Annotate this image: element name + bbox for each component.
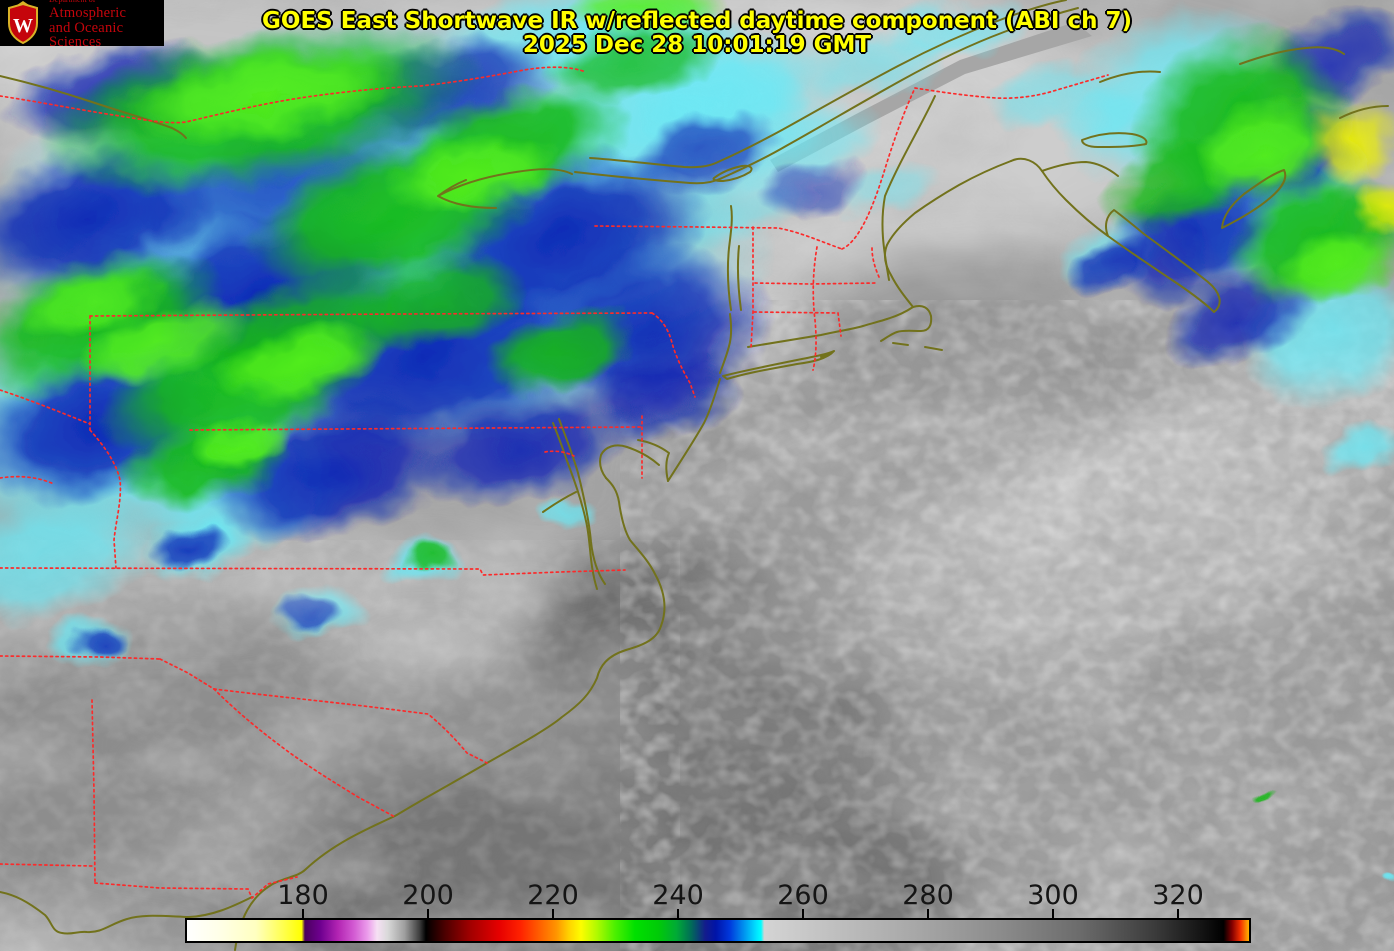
colorbar-tick — [427, 909, 429, 918]
border-wv-oh — [0, 389, 122, 569]
colorbar-tick-label: 320 — [1152, 880, 1204, 911]
border-us-canada — [594, 74, 1109, 250]
border-nc-tn — [0, 655, 215, 690]
colorbar-tick — [302, 909, 304, 918]
colorbar-tick-label: 300 — [1027, 880, 1079, 911]
saint-john-river — [881, 95, 936, 281]
montreal-island — [712, 164, 753, 182]
colorbar-tick-label: 200 — [402, 880, 454, 911]
uw-ssec-logo: W Department of Atmospheric and Oceanic … — [0, 0, 164, 50]
border-ny-east — [750, 226, 754, 349]
title-line-2: 2025 Dec 28 10:01:19 GMT — [522, 32, 872, 58]
prince-edward-island — [1081, 132, 1148, 148]
border-nj — [651, 312, 696, 398]
border-al-fl — [0, 863, 93, 867]
border-sc-ga — [213, 688, 396, 818]
nova-scotia — [1105, 209, 1221, 313]
st-lawrence-north-shore — [589, 0, 1067, 169]
colorbar-gradient-bar — [185, 918, 1251, 943]
border-vt-nh — [812, 246, 818, 371]
colorbar-tick — [677, 909, 679, 918]
colorbar-tick-label: 260 — [777, 880, 829, 911]
title-line-1: GOES East Shortwave IR w/reflected dayti… — [262, 8, 1132, 34]
st-lawrence-south-shore — [574, 7, 1079, 185]
cape-cod — [880, 305, 933, 342]
border-ma-ri-ct — [753, 282, 877, 337]
bay-of-fundy — [1041, 170, 1109, 237]
border-ny-pa — [89, 312, 653, 317]
chesapeake-west-shore — [552, 422, 598, 590]
st-lawrence-water — [770, 22, 1092, 172]
colorbar-tick — [927, 909, 929, 918]
border-nh-me — [871, 247, 880, 278]
chesapeake-east-shore — [558, 418, 606, 585]
new-jersey-coast — [667, 378, 721, 482]
cold-cloud-mass — [0, 0, 1394, 884]
lake-champlain — [726, 205, 742, 311]
colorbar-tick-label: 280 — [902, 880, 954, 911]
new-england-coast — [883, 160, 1012, 308]
image-title: GOES East Shortwave IR w/reflected dayti… — [0, 9, 1394, 57]
southeast-coast — [234, 477, 666, 951]
colorbar-tick-label: 220 — [527, 880, 579, 911]
colorbar-tick-label: 240 — [652, 880, 704, 911]
cape-breton — [1221, 169, 1287, 229]
logo-dept-name-line2: and Oceanic Sciences — [49, 19, 124, 51]
colorbar-tick — [1177, 909, 1179, 918]
gulf-st-lawrence-shores — [1099, 46, 1389, 119]
logo-dept-prefix: Department of — [49, 0, 164, 4]
border-va-nc — [0, 567, 626, 576]
long-island — [722, 350, 835, 380]
colorbar-tick — [552, 909, 554, 918]
connecticut-coast — [747, 318, 888, 348]
maine-nb-coast — [1010, 157, 1119, 177]
gulf-coast — [0, 891, 253, 935]
border-md-va — [544, 450, 575, 457]
delaware-bay — [637, 439, 670, 482]
border-ga-al-fl — [91, 699, 298, 900]
state-border-overlay — [0, 66, 1109, 900]
potomac-river — [542, 491, 577, 513]
ocean-speckle-dark — [620, 300, 1394, 951]
lake-ontario-shore — [437, 168, 573, 209]
colorbar-tick-label: 180 — [277, 880, 329, 911]
hudson-river — [719, 313, 733, 374]
uw-crest-icon: W — [8, 1, 38, 45]
border-great-lakes — [0, 66, 587, 124]
border-pa-md-de — [89, 315, 643, 479]
logo-dept-name-line1: Atmospheric — [49, 5, 127, 22]
colorbar-tick — [1052, 909, 1054, 918]
crest-letter: W — [13, 15, 33, 37]
border-nc-sc — [213, 688, 488, 764]
colorbar-tick — [802, 909, 804, 918]
islands — [892, 342, 943, 351]
lake-erie-shore — [0, 75, 187, 139]
